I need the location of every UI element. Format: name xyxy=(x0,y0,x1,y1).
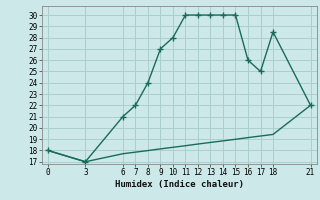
X-axis label: Humidex (Indice chaleur): Humidex (Indice chaleur) xyxy=(115,180,244,189)
